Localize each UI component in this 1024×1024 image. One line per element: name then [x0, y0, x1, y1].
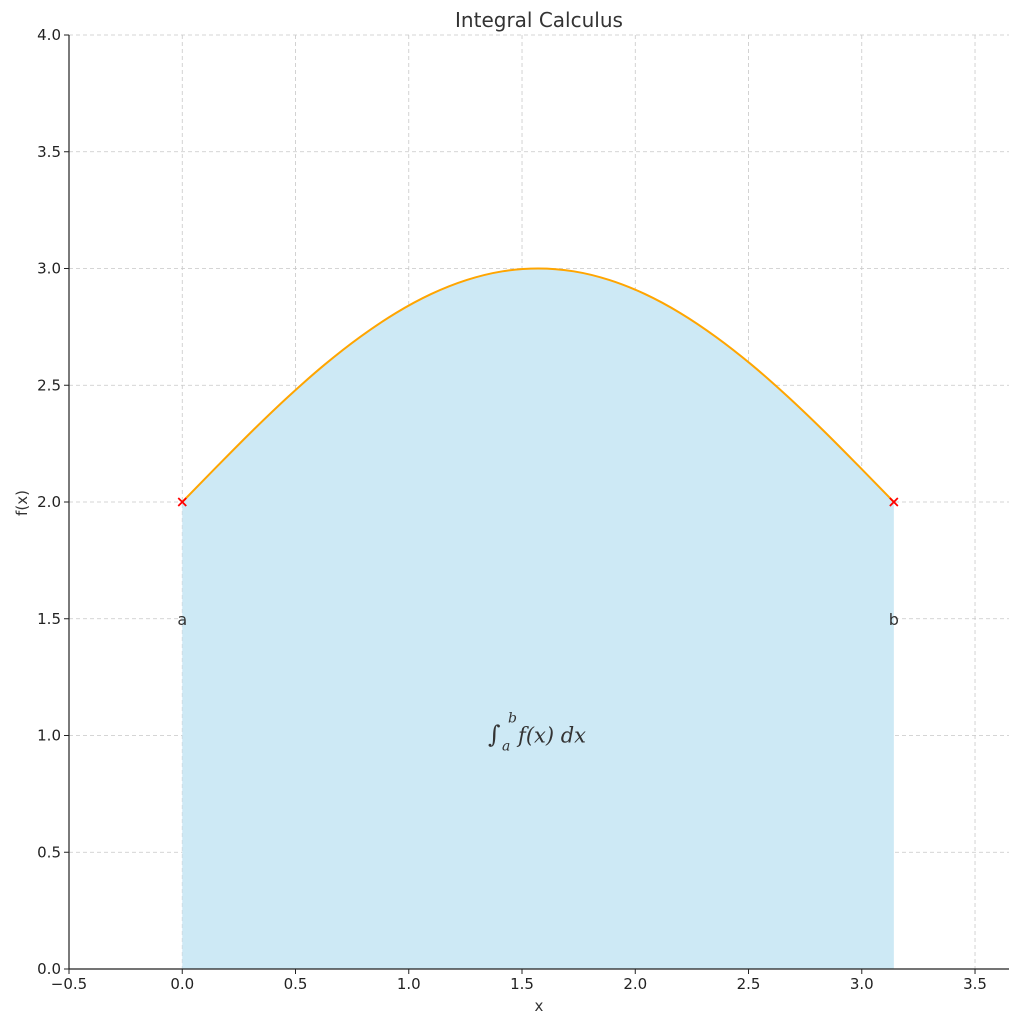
integral-fill-area: [182, 268, 894, 969]
integral-body: f(x) dx: [516, 724, 586, 748]
marker-stroke: [177, 497, 187, 507]
y-tick-label: 1.0: [37, 727, 61, 745]
markers: [177, 497, 899, 507]
y-tick-label: 3.5: [37, 143, 61, 161]
integral-upper-limit: b: [508, 711, 517, 727]
y-tick-label: 2.0: [37, 493, 61, 511]
marker-stroke: [889, 497, 899, 507]
integral-lower-limit: a: [502, 739, 510, 755]
y-tick-label: 3.0: [37, 260, 61, 278]
axes: −0.5 0.0 0.5 1.0 1.5 2.0 2.5 3.0 3.50.00.51.01.5…: [37, 26, 1009, 993]
x-tick-label: 3.5: [963, 975, 987, 993]
x-tick-label: 0.5: [284, 975, 308, 993]
bound-label-a: a: [177, 610, 187, 629]
x-tick-label: 1.0: [397, 975, 421, 993]
x-tick-label: 0.0: [170, 975, 194, 993]
endpoint-marker: [177, 497, 187, 507]
x-tick-label: −0.5: [51, 975, 87, 993]
x-tick-label: 2.5: [737, 975, 761, 993]
function-curve: [181, 267, 895, 503]
y-tick-label: 1.5: [37, 610, 61, 628]
endpoint-marker: [889, 497, 899, 507]
y-tick-label: 0.5: [37, 843, 61, 861]
integral-symbol: ∫: [488, 721, 501, 749]
x-tick-label: 3.0: [850, 975, 874, 993]
chart-title: Integral Calculus: [455, 8, 623, 32]
y-tick-label: 4.0: [37, 26, 61, 44]
x-axis-label: x: [535, 997, 544, 1015]
y-tick-label: 0.0: [37, 960, 61, 978]
bound-label-b: b: [889, 610, 899, 629]
integral-expression: ∫ b a f(x) dx: [488, 711, 586, 755]
y-tick-label: 2.5: [37, 376, 61, 394]
x-tick-label: 2.0: [623, 975, 647, 993]
x-tick-label: 1.5: [510, 975, 534, 993]
y-axis-label: f(x): [13, 490, 31, 516]
